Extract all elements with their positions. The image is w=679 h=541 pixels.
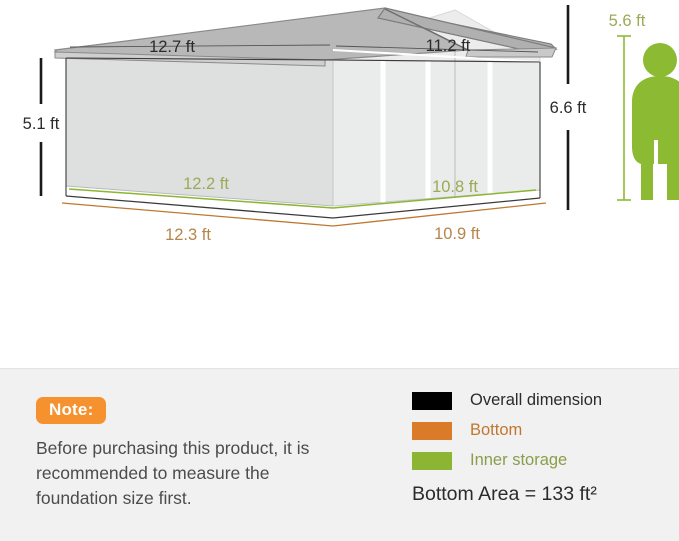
top-dim-line-right [335, 45, 539, 53]
dim-label-bottom-depth: 12.3 ft [165, 226, 211, 244]
bottom-dimension-line [61, 202, 547, 227]
dim-label-wall-height: 5.1 ft [23, 115, 60, 133]
note-text: Before purchasing this product, it is re… [36, 438, 310, 508]
roof-ridge-line [384, 8, 469, 51]
note-badge: Note: [36, 397, 107, 424]
dim-label-inner-width: 10.8 ft [432, 178, 478, 196]
overall-dimension-top-line [65, 57, 334, 61]
legend-label-inner-storage: Inner storage [470, 451, 568, 469]
legend-block: Overall dimension Bottom Inner storage B… [412, 391, 662, 506]
note-block: Note: Before purchasing this product, it… [36, 397, 376, 511]
diagram-area: 12.7 ft 11.2 ft 5.1 ft 6.6 ft 12.2 ft 10… [22, 5, 679, 244]
dim-label-roof-depth: 12.7 ft [149, 38, 195, 56]
dim-label-person-height: 5.6 ft [609, 12, 646, 30]
legend-item-bottom: Bottom [412, 421, 662, 440]
dim-label-bottom-width: 10.9 ft [434, 225, 480, 243]
legend-item-inner-storage: Inner storage [412, 451, 662, 470]
bottom-area-text: Bottom Area = 133 ft² [412, 483, 597, 505]
shed-illustration: 12.7 ft 11.2 ft 5.1 ft 6.6 ft 12.2 ft 10… [23, 5, 679, 244]
info-panel: Note: Before purchasing this product, it… [0, 368, 679, 541]
dim-label-inner-depth: 12.2 ft [183, 175, 229, 193]
overall-dimension-line-left [65, 195, 541, 219]
dim-label-roof-width: 11.2 ft [426, 37, 471, 55]
person-silhouette [632, 43, 679, 202]
legend-swatch-overall-dimension [412, 391, 452, 410]
inner-storage-line [68, 188, 537, 209]
legend-label-bottom: Bottom [470, 421, 523, 439]
roof-soffit-line [332, 49, 541, 63]
legend-swatch-bottom [412, 421, 452, 440]
roof-edge-band-right [465, 47, 557, 58]
legend-label-overall-dimension: Overall dimension [470, 391, 603, 409]
legend-swatch-inner-storage [412, 451, 452, 470]
dim-label-peak-height: 6.6 ft [550, 99, 587, 117]
top-dim-line-left [69, 44, 331, 48]
legend-item-overall-dimension: Overall dimension [412, 391, 662, 410]
overall-dimension-top-line-right [332, 59, 541, 63]
